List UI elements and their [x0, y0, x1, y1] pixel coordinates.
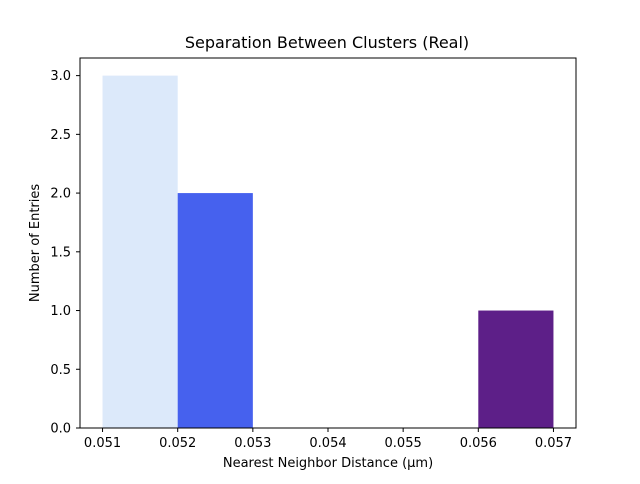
- chart-title: Separation Between Clusters (Real): [185, 33, 469, 52]
- x-tick-label: 0.053: [234, 436, 271, 451]
- y-tick-label: 2.0: [50, 187, 71, 202]
- x-tick-label: 0.054: [309, 436, 346, 451]
- y-axis: 0.0 0.5 1.0 1.5 2.0 2.5 3.0: [50, 69, 80, 437]
- y-tick-label: 0.5: [50, 363, 71, 378]
- y-tick-label: 1.0: [50, 304, 71, 319]
- y-tick-label: 3.0: [50, 69, 71, 84]
- x-tick-label: 0.056: [460, 436, 497, 451]
- y-tick-label: 0.0: [50, 422, 71, 437]
- x-axis-label: Nearest Neighbor Distance (µm): [223, 456, 433, 471]
- bars-group: [102, 75, 554, 428]
- histogram-bar-1: [102, 75, 178, 428]
- x-tick-label: 0.055: [385, 436, 422, 451]
- y-tick-label: 2.5: [50, 128, 71, 143]
- histogram-bar-2: [177, 193, 253, 428]
- x-tick-label: 0.057: [535, 436, 572, 451]
- histogram-bar-6: [478, 310, 554, 428]
- y-axis-label: Number of Entries: [28, 184, 43, 303]
- x-tick-label: 0.051: [84, 436, 121, 451]
- x-tick-label: 0.052: [159, 436, 196, 451]
- y-tick-label: 1.5: [50, 245, 71, 260]
- x-axis: 0.051 0.052 0.053 0.054 0.055 0.056 0.057: [84, 428, 572, 451]
